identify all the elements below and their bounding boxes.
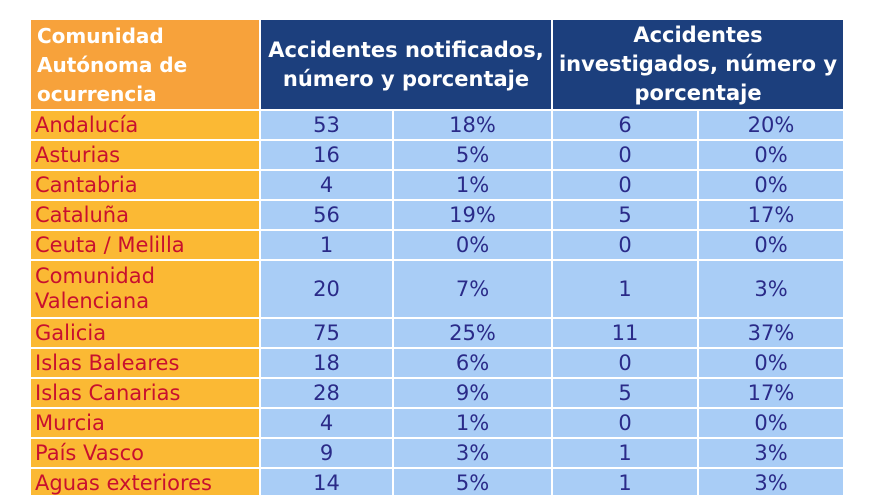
region-cell: Aguas exteriores <box>31 469 261 495</box>
notified-percent-cell: 5% <box>394 141 553 171</box>
notified-percent-cell: 0% <box>394 231 553 261</box>
investigated-percent-cell: 3% <box>699 261 844 319</box>
investigated-count-cell: 0 <box>553 171 699 201</box>
investigated-count-cell: 0 <box>553 231 699 261</box>
notified-percent-cell: 25% <box>394 319 553 349</box>
region-cell: Comunidad Valenciana <box>31 261 261 319</box>
region-cell: Cantabria <box>31 171 261 201</box>
notified-count-cell: 14 <box>261 469 394 495</box>
investigated-count-cell: 0 <box>553 409 699 439</box>
investigated-percent-cell: 17% <box>699 379 844 409</box>
notified-count-cell: 75 <box>261 319 394 349</box>
notified-percent-cell: 18% <box>394 111 553 141</box>
notified-percent-cell: 7% <box>394 261 553 319</box>
investigated-count-cell: 0 <box>553 349 699 379</box>
investigated-percent-cell: 0% <box>699 409 844 439</box>
notified-percent-cell: 1% <box>394 171 553 201</box>
table-row: Aguas exteriores 14 5% 1 3% <box>31 469 844 495</box>
table-row: Comunidad Valenciana 20 7% 1 3% <box>31 261 844 319</box>
table-row: Murcia 4 1% 0 0% <box>31 409 844 439</box>
notified-count-cell: 20 <box>261 261 394 319</box>
investigated-percent-cell: 20% <box>699 111 844 141</box>
notified-count-cell: 4 <box>261 409 394 439</box>
table-header-row: Comunidad Autónoma de ocurrencia Acciden… <box>31 20 844 111</box>
notified-count-cell: 4 <box>261 171 394 201</box>
region-cell: País Vasco <box>31 439 261 469</box>
notified-count-cell: 1 <box>261 231 394 261</box>
investigated-percent-cell: 0% <box>699 171 844 201</box>
investigated-count-cell: 11 <box>553 319 699 349</box>
investigated-count-cell: 1 <box>553 439 699 469</box>
table-row: Islas Canarias 28 9% 5 17% <box>31 379 844 409</box>
investigated-percent-cell: 0% <box>699 231 844 261</box>
table-row: Galicia 75 25% 11 37% <box>31 319 844 349</box>
investigated-count-cell: 5 <box>553 201 699 231</box>
notified-count-cell: 9 <box>261 439 394 469</box>
investigated-percent-cell: 0% <box>699 349 844 379</box>
region-cell: Asturias <box>31 141 261 171</box>
table-row: Andalucía 53 18% 6 20% <box>31 111 844 141</box>
investigated-count-cell: 1 <box>553 261 699 319</box>
table-row: Cataluña 56 19% 5 17% <box>31 201 844 231</box>
investigated-count-cell: 0 <box>553 141 699 171</box>
region-cell: Murcia <box>31 409 261 439</box>
header-investigated: Accidentes investigados, número y porcen… <box>553 20 844 111</box>
header-region: Comunidad Autónoma de ocurrencia <box>31 20 261 111</box>
accidents-table-container: Comunidad Autónoma de ocurrencia Acciden… <box>31 20 844 495</box>
notified-count-cell: 56 <box>261 201 394 231</box>
notified-count-cell: 18 <box>261 349 394 379</box>
notified-percent-cell: 9% <box>394 379 553 409</box>
table-row: Ceuta / Melilla 1 0% 0 0% <box>31 231 844 261</box>
notified-count-cell: 16 <box>261 141 394 171</box>
notified-percent-cell: 5% <box>394 469 553 495</box>
table-row: Cantabria 4 1% 0 0% <box>31 171 844 201</box>
investigated-count-cell: 6 <box>553 111 699 141</box>
investigated-count-cell: 1 <box>553 469 699 495</box>
notified-percent-cell: 3% <box>394 439 553 469</box>
header-notified: Accidentes notificados, número y porcent… <box>261 20 553 111</box>
table-row: País Vasco 9 3% 1 3% <box>31 439 844 469</box>
region-cell: Ceuta / Melilla <box>31 231 261 261</box>
notified-count-cell: 53 <box>261 111 394 141</box>
region-cell: Islas Baleares <box>31 349 261 379</box>
investigated-percent-cell: 3% <box>699 469 844 495</box>
table-row: Islas Baleares 18 6% 0 0% <box>31 349 844 379</box>
investigated-count-cell: 5 <box>553 379 699 409</box>
region-cell: Galicia <box>31 319 261 349</box>
region-cell: Andalucía <box>31 111 261 141</box>
region-cell: Islas Canarias <box>31 379 261 409</box>
notified-count-cell: 28 <box>261 379 394 409</box>
investigated-percent-cell: 3% <box>699 439 844 469</box>
notified-percent-cell: 19% <box>394 201 553 231</box>
accidents-by-region-table: Comunidad Autónoma de ocurrencia Acciden… <box>31 20 844 495</box>
investigated-percent-cell: 37% <box>699 319 844 349</box>
region-cell: Cataluña <box>31 201 261 231</box>
table-row: Asturias 16 5% 0 0% <box>31 141 844 171</box>
notified-percent-cell: 1% <box>394 409 553 439</box>
investigated-percent-cell: 17% <box>699 201 844 231</box>
investigated-percent-cell: 0% <box>699 141 844 171</box>
notified-percent-cell: 6% <box>394 349 553 379</box>
